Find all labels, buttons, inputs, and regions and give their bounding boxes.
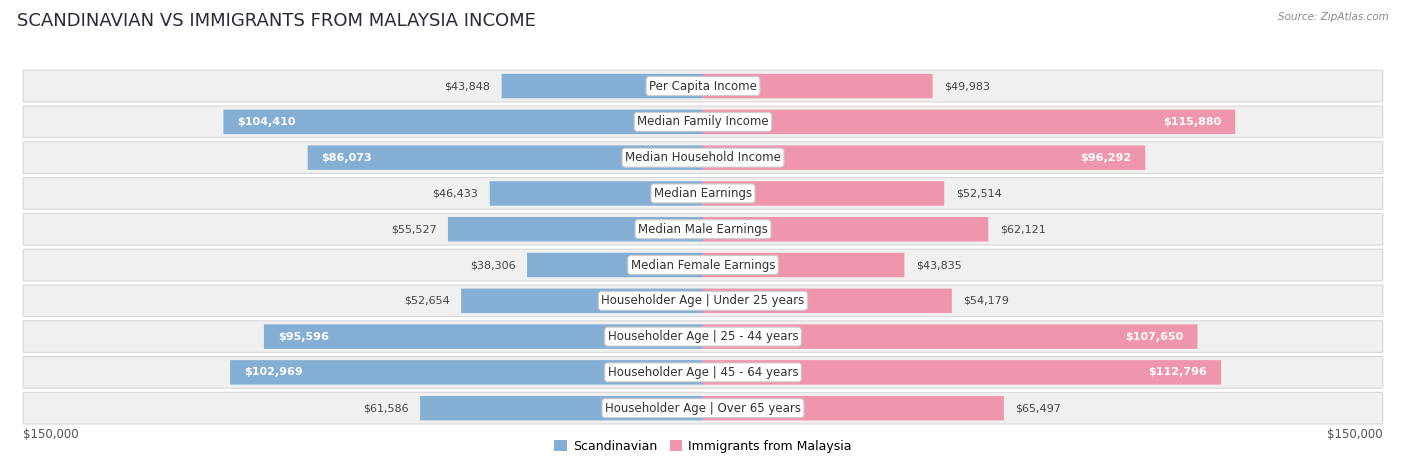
Text: SCANDINAVIAN VS IMMIGRANTS FROM MALAYSIA INCOME: SCANDINAVIAN VS IMMIGRANTS FROM MALAYSIA… [17, 12, 536, 30]
FancyBboxPatch shape [502, 74, 703, 99]
FancyBboxPatch shape [449, 217, 703, 241]
FancyBboxPatch shape [703, 325, 1198, 349]
Text: $150,000: $150,000 [24, 428, 79, 441]
FancyBboxPatch shape [703, 181, 945, 205]
Text: Source: ZipAtlas.com: Source: ZipAtlas.com [1278, 12, 1389, 21]
Text: $52,654: $52,654 [404, 296, 450, 306]
Text: $62,121: $62,121 [1000, 224, 1046, 234]
Text: $115,880: $115,880 [1163, 117, 1222, 127]
FancyBboxPatch shape [420, 396, 703, 420]
Text: $65,497: $65,497 [1015, 403, 1062, 413]
FancyBboxPatch shape [24, 106, 1382, 138]
FancyBboxPatch shape [24, 285, 1382, 317]
FancyBboxPatch shape [24, 177, 1382, 209]
FancyBboxPatch shape [308, 145, 703, 170]
FancyBboxPatch shape [703, 217, 988, 241]
FancyBboxPatch shape [489, 181, 703, 205]
FancyBboxPatch shape [24, 392, 1382, 424]
FancyBboxPatch shape [24, 357, 1382, 388]
FancyBboxPatch shape [24, 321, 1382, 353]
FancyBboxPatch shape [24, 213, 1382, 245]
Text: $102,969: $102,969 [243, 368, 302, 377]
FancyBboxPatch shape [231, 360, 703, 385]
Text: $43,848: $43,848 [444, 81, 491, 91]
Text: $43,835: $43,835 [915, 260, 962, 270]
Text: Householder Age | Over 65 years: Householder Age | Over 65 years [605, 402, 801, 415]
Text: $150,000: $150,000 [1327, 428, 1382, 441]
Text: Median Earnings: Median Earnings [654, 187, 752, 200]
Text: $52,514: $52,514 [956, 188, 1001, 198]
FancyBboxPatch shape [461, 289, 703, 313]
Text: $95,596: $95,596 [278, 332, 329, 341]
Text: $38,306: $38,306 [470, 260, 516, 270]
FancyBboxPatch shape [24, 142, 1382, 173]
Text: Median Female Earnings: Median Female Earnings [631, 259, 775, 271]
Text: Median Family Income: Median Family Income [637, 115, 769, 128]
Text: $104,410: $104,410 [238, 117, 295, 127]
FancyBboxPatch shape [527, 253, 703, 277]
FancyBboxPatch shape [703, 253, 904, 277]
FancyBboxPatch shape [703, 74, 932, 99]
Text: $112,796: $112,796 [1149, 368, 1208, 377]
Text: $49,983: $49,983 [943, 81, 990, 91]
Text: $86,073: $86,073 [322, 153, 373, 163]
Text: $96,292: $96,292 [1080, 153, 1132, 163]
FancyBboxPatch shape [264, 325, 703, 349]
Legend: Scandinavian, Immigrants from Malaysia: Scandinavian, Immigrants from Malaysia [550, 435, 856, 458]
Text: Householder Age | 45 - 64 years: Householder Age | 45 - 64 years [607, 366, 799, 379]
Text: $55,527: $55,527 [391, 224, 436, 234]
FancyBboxPatch shape [703, 110, 1236, 134]
FancyBboxPatch shape [24, 249, 1382, 281]
Text: Householder Age | Under 25 years: Householder Age | Under 25 years [602, 294, 804, 307]
Text: Per Capita Income: Per Capita Income [650, 79, 756, 92]
Text: $46,433: $46,433 [433, 188, 478, 198]
FancyBboxPatch shape [703, 396, 1004, 420]
Text: Median Male Earnings: Median Male Earnings [638, 223, 768, 236]
Text: Householder Age | 25 - 44 years: Householder Age | 25 - 44 years [607, 330, 799, 343]
Text: Median Household Income: Median Household Income [626, 151, 780, 164]
FancyBboxPatch shape [703, 289, 952, 313]
FancyBboxPatch shape [703, 360, 1220, 385]
FancyBboxPatch shape [224, 110, 703, 134]
FancyBboxPatch shape [24, 70, 1382, 102]
Text: $54,179: $54,179 [963, 296, 1010, 306]
FancyBboxPatch shape [703, 145, 1146, 170]
Text: $61,586: $61,586 [363, 403, 409, 413]
Text: $107,650: $107,650 [1125, 332, 1184, 341]
